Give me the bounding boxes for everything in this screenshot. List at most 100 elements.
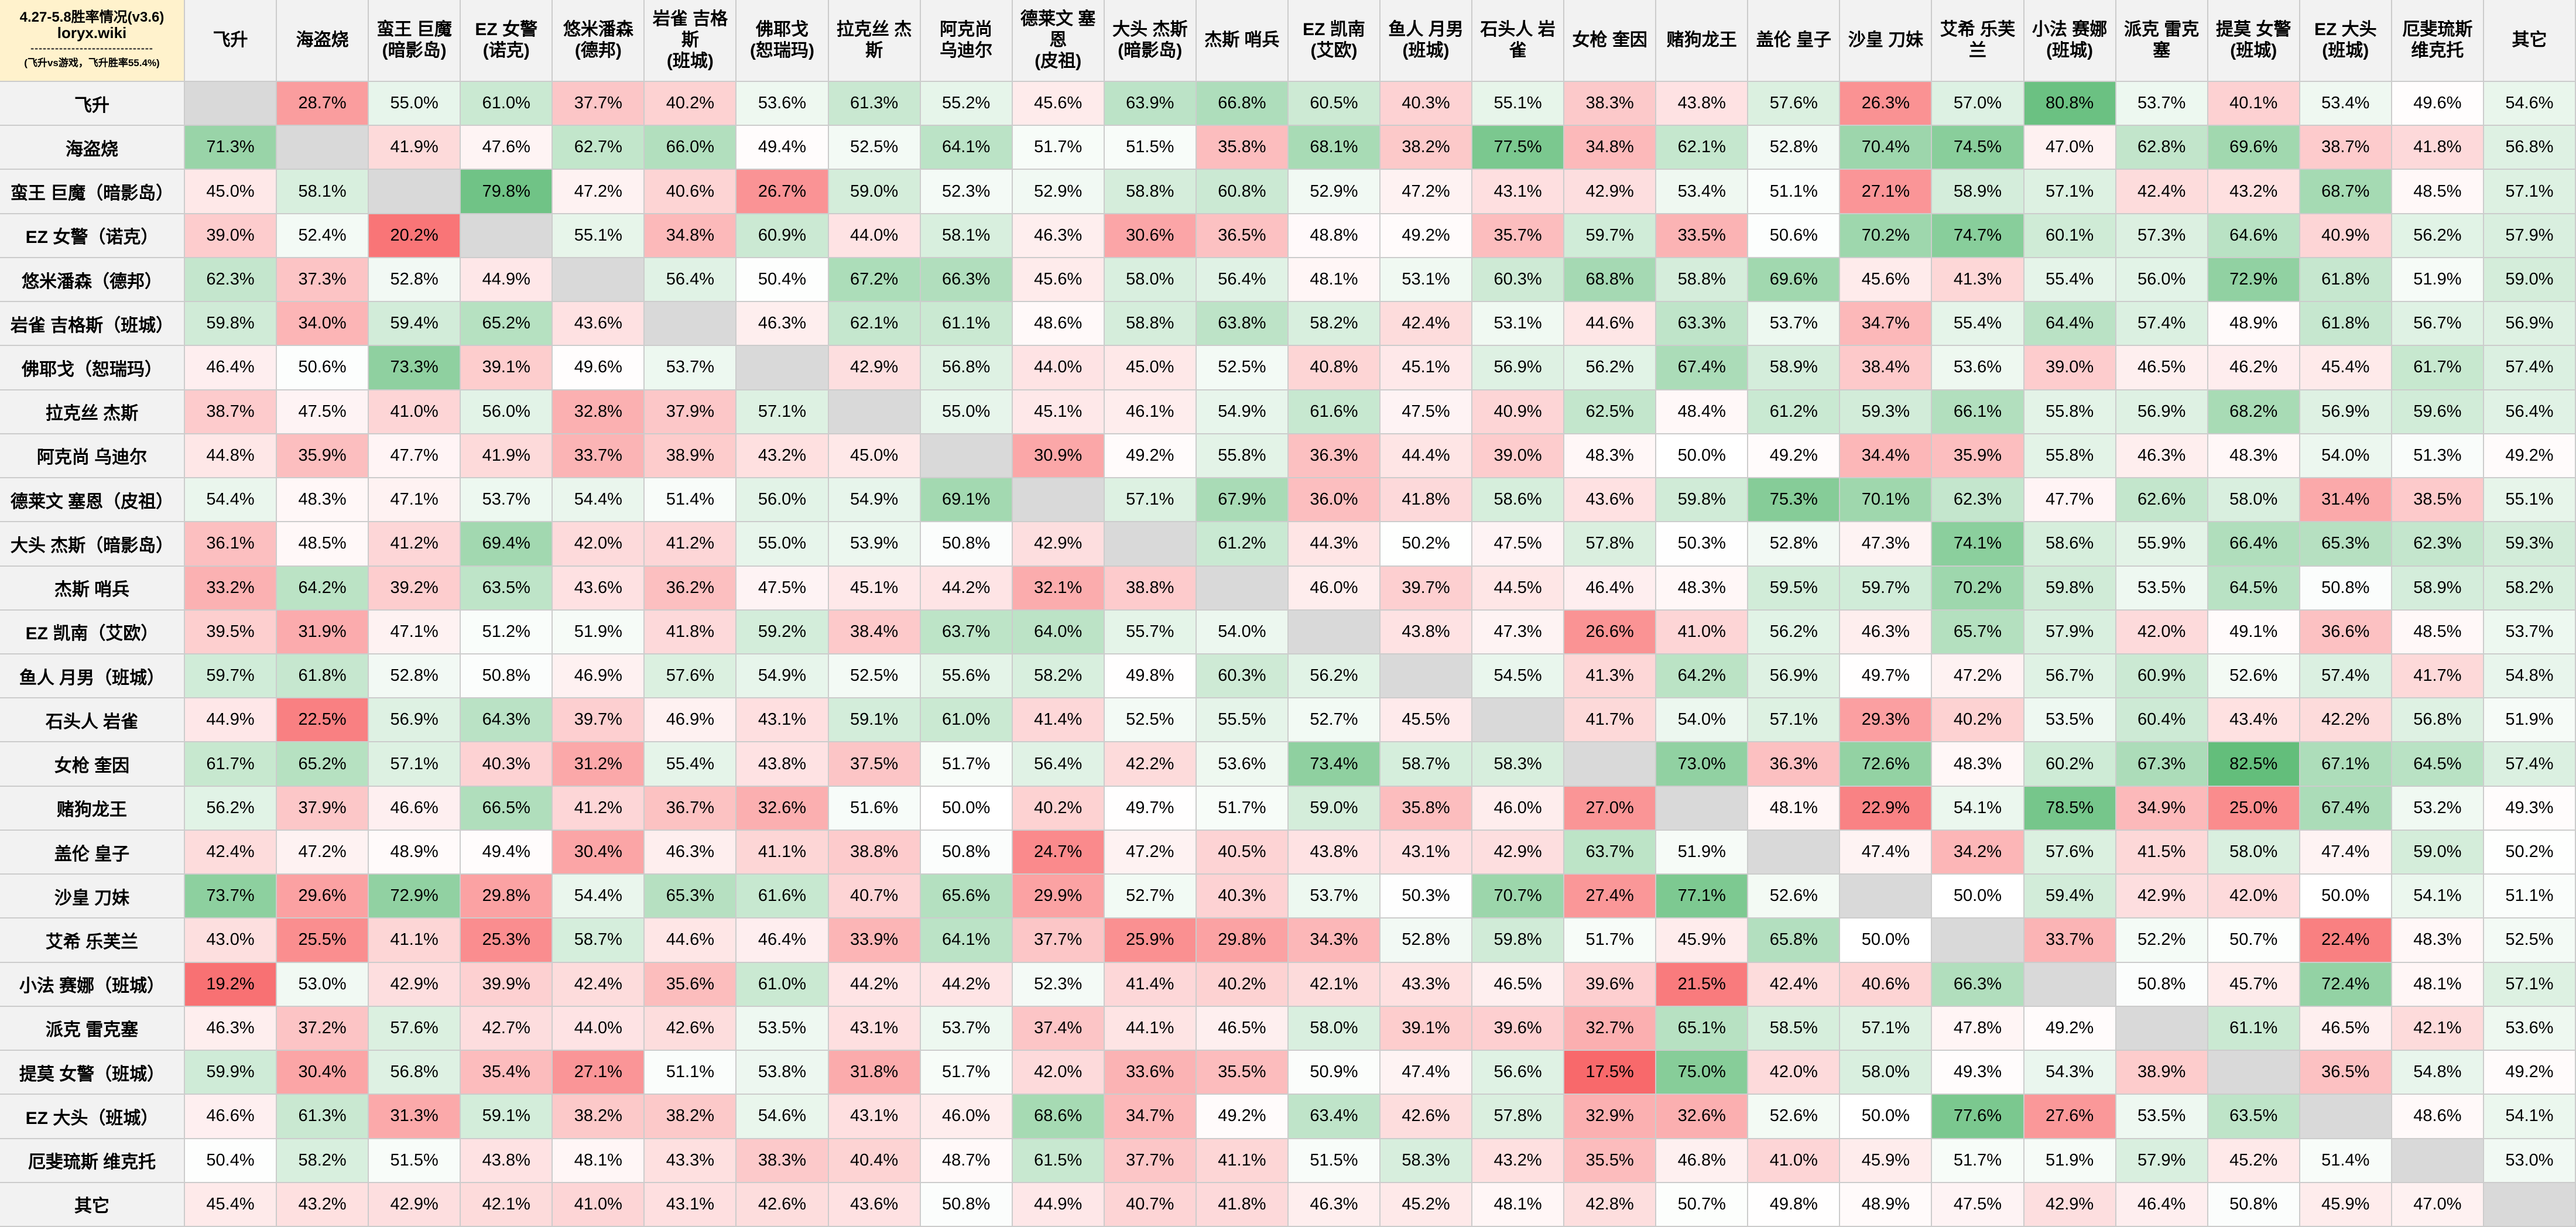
winrate-cell: 35.9% [277,434,369,479]
winrate-cell: 40.2% [1932,698,2025,743]
winrate-cell: 58.5% [1748,1006,1841,1051]
winrate-cell: 70.7% [1472,875,1565,919]
winrate-cell: 51.1% [2483,875,2576,919]
winrate-cell: 56.2% [1288,654,1381,699]
winrate-cell: 42.9% [828,346,921,390]
winrate-cell: 56.7% [2024,654,2116,699]
winrate-cell: 53.5% [2024,698,2116,743]
winrate-cell: 43.1% [1381,830,1473,875]
winrate-cell: 60.5% [1288,82,1381,126]
winrate-cell: 43.0% [185,918,278,963]
mirror-cell [1381,654,1473,699]
row-header: EZ 大头（班城） [0,1095,185,1139]
winrate-cell: 50.7% [1656,1183,1749,1227]
winrate-cell: 42.1% [461,1183,553,1227]
winrate-cell: 54.5% [1472,654,1565,699]
winrate-cell: 52.3% [1012,962,1105,1007]
winrate-cell: 36.1% [185,522,278,567]
winrate-cell: 49.8% [1748,1183,1841,1227]
winrate-cell: 38.4% [828,610,921,654]
winrate-cell: 57.9% [2483,214,2576,258]
winrate-cell: 35.8% [1196,126,1289,170]
winrate-cell: 61.0% [461,82,553,126]
winrate-cell: 52.5% [1196,346,1289,390]
column-header: 沙皇 刀妹 [1840,0,1933,82]
winrate-cell: 54.9% [828,478,921,523]
winrate-cell: 40.2% [1196,962,1289,1007]
winrate-cell: 49.6% [553,346,645,390]
winrate-cell: 57.6% [1748,82,1841,126]
winrate-cell: 55.8% [2024,390,2116,434]
winrate-cell: 41.7% [2392,654,2484,699]
winrate-cell: 51.5% [1288,1139,1381,1183]
winrate-cell: 52.7% [1288,698,1381,743]
winrate-cell: 36.5% [1196,214,1289,258]
row-header: 厄斐琉斯 维克托 [0,1139,185,1183]
winrate-cell: 64.0% [1012,610,1105,654]
winrate-cell: 59.1% [461,1095,553,1139]
winrate-cell: 31.3% [369,1095,461,1139]
row-header: 其它 [0,1183,185,1227]
winrate-cell: 60.9% [2116,654,2208,699]
winrate-cell: 41.8% [1381,478,1473,523]
winrate-cell: 50.6% [1748,214,1841,258]
winrate-cell: 32.9% [1564,1095,1657,1139]
column-header: 小法 赛娜 (班城) [2024,0,2116,82]
winrate-cell: 74.7% [1932,214,2025,258]
winrate-cell: 31.2% [553,742,645,787]
winrate-cell: 55.4% [645,742,737,787]
winrate-cell: 42.2% [1104,742,1197,787]
winrate-cell: 58.7% [553,918,645,963]
winrate-cell: 46.0% [920,1095,1013,1139]
winrate-cell: 41.4% [1012,698,1105,743]
winrate-cell: 57.6% [645,654,737,699]
winrate-cell: 59.7% [185,654,278,699]
winrate-cell: 41.3% [1564,654,1657,699]
winrate-cell: 71.3% [185,126,278,170]
winrate-cell: 62.1% [828,302,921,347]
winrate-cell: 38.8% [828,830,921,875]
winrate-cell: 46.4% [737,918,829,963]
winrate-cell: 52.5% [828,126,921,170]
winrate-cell: 42.1% [2392,1006,2484,1051]
winrate-cell: 58.2% [1012,654,1105,699]
winrate-cell: 44.1% [1104,1006,1197,1051]
winrate-cell: 42.6% [737,1183,829,1227]
winrate-cell: 55.1% [1472,82,1565,126]
winrate-cell: 27.6% [2024,1095,2116,1139]
winrate-cell: 56.0% [461,390,553,434]
winrate-cell: 70.2% [1932,566,2025,611]
winrate-cell: 42.4% [1381,302,1473,347]
winrate-cell: 42.0% [1012,1051,1105,1095]
winrate-cell: 49.4% [461,830,553,875]
winrate-cell: 50.0% [1840,918,1933,963]
winrate-cell: 39.7% [1381,566,1473,611]
winrate-cell: 30.4% [553,830,645,875]
winrate-cell: 58.2% [277,1139,369,1183]
winrate-cell: 45.6% [1840,258,1933,303]
winrate-cell: 48.1% [2392,962,2484,1007]
winrate-cell: 47.3% [1472,610,1565,654]
winrate-cell: 58.0% [2208,830,2300,875]
winrate-cell: 43.6% [828,1183,921,1227]
winrate-cell: 48.9% [1840,1183,1933,1227]
winrate-cell: 46.2% [2208,346,2300,390]
winrate-cell: 63.5% [2208,1095,2300,1139]
winrate-cell: 49.2% [1381,214,1473,258]
winrate-cell: 57.1% [2483,170,2576,214]
winrate-cell: 35.4% [461,1051,553,1095]
winrate-cell: 37.7% [1012,918,1105,963]
winrate-cell: 38.9% [645,434,737,479]
winrate-cell: 47.2% [1381,170,1473,214]
winrate-cell: 51.4% [645,478,737,523]
mirror-cell [1012,478,1105,523]
winrate-cell: 45.4% [185,1183,278,1227]
winrate-cell: 59.8% [185,302,278,347]
winrate-cell: 65.3% [2300,522,2392,567]
winrate-cell: 46.9% [553,654,645,699]
winrate-cell: 49.1% [2208,610,2300,654]
winrate-cell: 53.7% [2483,610,2576,654]
winrate-cell: 57.9% [2116,1139,2208,1183]
winrate-cell: 47.5% [1932,1183,2025,1227]
winrate-cell: 65.2% [461,302,553,347]
